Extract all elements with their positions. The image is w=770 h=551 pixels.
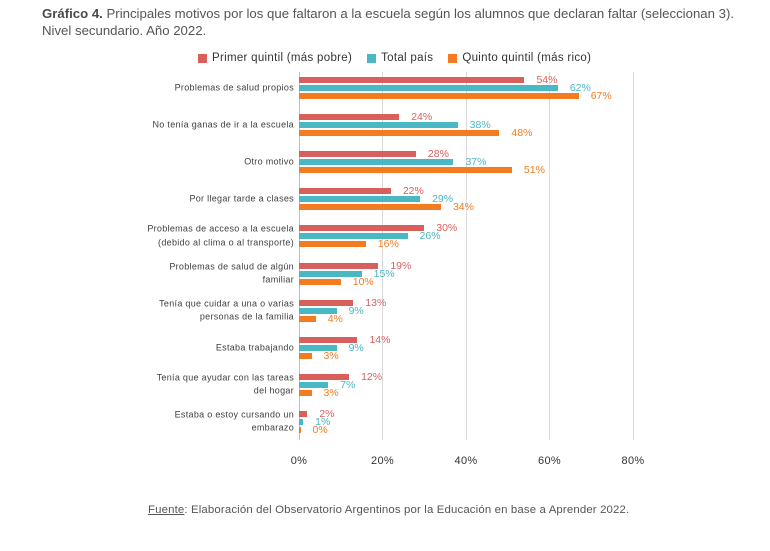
- data-label-quinto-quintil-mas-rico: 16%: [377, 238, 399, 251]
- bar-total-pais: [299, 196, 421, 203]
- data-label-primer-quintil-mas-pobre: 24%: [411, 111, 433, 124]
- data-label-quinto-quintil-mas-rico: 3%: [323, 349, 339, 362]
- data-label-primer-quintil-mas-pobre: 28%: [427, 148, 449, 161]
- data-label-quinto-quintil-mas-rico: 67%: [590, 90, 612, 102]
- data-label-quinto-quintil-mas-rico: 48%: [511, 127, 533, 140]
- x-tick-label: 80%: [621, 455, 645, 467]
- data-label-total-pais: 7%: [340, 378, 356, 391]
- bar-total-pais: [299, 307, 337, 314]
- bar-quinto-quintil-mas-rico: [299, 93, 579, 99]
- x-tick-label: 60%: [538, 455, 561, 467]
- gridline: [632, 72, 634, 440]
- bar-primer-quintil-mas-pobre: [299, 151, 416, 158]
- source-text: : Elaboración del Observatorio Argentino…: [184, 504, 630, 516]
- category-label: Por llegar tarde a clases: [189, 193, 294, 204]
- chart-title-label: Gráfico 4.: [42, 6, 103, 21]
- bar-quinto-quintil-mas-rico: [299, 278, 341, 285]
- bar-quinto-quintil-mas-rico: [299, 426, 301, 433]
- bar-total-pais: [299, 233, 408, 240]
- category-label: Tenía que ayudar con las tareas del hoga…: [156, 372, 294, 396]
- data-label-primer-quintil-mas-pobre: 30%: [436, 222, 458, 235]
- gridline: [382, 72, 383, 440]
- legend-swatch: [448, 53, 458, 63]
- category-label: Problemas de salud de algún familiar: [169, 261, 294, 285]
- data-label-total-pais: 29%: [432, 193, 454, 206]
- bar-total-pais: [299, 270, 362, 277]
- data-label-total-pais: 26%: [419, 230, 441, 243]
- legend-label: Total país: [381, 52, 434, 64]
- data-label-total-pais: 62%: [569, 82, 591, 94]
- bar-total-pais: [299, 418, 304, 425]
- bar-quinto-quintil-mas-rico: [299, 167, 512, 174]
- bar-primer-quintil-mas-pobre: [299, 299, 354, 306]
- bar-quinto-quintil-mas-rico: [299, 389, 312, 396]
- data-label-primer-quintil-mas-pobre: 14%: [369, 333, 391, 346]
- category-label: Otro motivo: [244, 156, 294, 167]
- bar-primer-quintil-mas-pobre: [299, 262, 379, 269]
- category-label: Problemas de salud propios: [174, 82, 294, 93]
- bar-total-pais: [299, 122, 458, 129]
- bar-total-pais: [299, 344, 337, 351]
- data-label-total-pais: 15%: [373, 267, 395, 280]
- data-label-quinto-quintil-mas-rico: 34%: [452, 201, 474, 214]
- data-label-primer-quintil-mas-pobre: 12%: [361, 370, 383, 383]
- legend-swatch: [367, 53, 377, 63]
- data-label-total-pais: 1%: [315, 415, 331, 428]
- x-axis-line: [298, 72, 300, 440]
- chart-title-text: Principales motivos por los que faltaron…: [42, 6, 735, 38]
- data-label-total-pais: 9%: [348, 341, 364, 354]
- legend-swatch: [198, 53, 207, 63]
- bar-quinto-quintil-mas-rico: [299, 204, 441, 211]
- data-label-primer-quintil-mas-pobre: 13%: [365, 296, 387, 309]
- category-label: Problemas de acceso a la escuela (debido…: [147, 223, 294, 248]
- x-tick-label: 0%: [290, 455, 308, 467]
- legend: Primer quintil (más pobre) Total país Qu…: [198, 51, 606, 65]
- data-label-primer-quintil-mas-pobre: 54%: [536, 74, 558, 86]
- category-label: Estaba trabajando: [215, 342, 294, 353]
- bar-primer-quintil-mas-pobre: [299, 410, 308, 417]
- data-label-quinto-quintil-mas-rico: 4%: [327, 312, 343, 325]
- chart-title: Gráfico 4. Principales motivos por los q…: [42, 5, 767, 39]
- source-note: Fuente: Elaboración del Observatorio Arg…: [148, 502, 629, 518]
- bar-primer-quintil-mas-pobre: [299, 77, 525, 83]
- category-label: Estaba o estoy cursando un embarazo: [174, 409, 294, 433]
- data-label-quinto-quintil-mas-rico: 51%: [523, 164, 545, 177]
- legend-label: Primer quintil (más pobre): [212, 52, 353, 64]
- data-label-quinto-quintil-mas-rico: 0%: [312, 423, 328, 436]
- bar-quinto-quintil-mas-rico: [299, 352, 312, 359]
- data-label-total-pais: 37%: [465, 156, 487, 169]
- bar-primer-quintil-mas-pobre: [299, 114, 400, 121]
- data-label-primer-quintil-mas-pobre: 19%: [390, 259, 412, 272]
- bar-primer-quintil-mas-pobre: [299, 225, 425, 232]
- bar-total-pais: [299, 159, 454, 166]
- bar-primer-quintil-mas-pobre: [299, 188, 391, 195]
- gridline: [549, 72, 550, 440]
- data-label-quinto-quintil-mas-rico: 3%: [323, 386, 339, 399]
- bar-total-pais: [299, 381, 329, 388]
- legend-item-primer-quintil: Primer quintil (más pobre): [198, 52, 352, 64]
- bar-primer-quintil-mas-pobre: [299, 373, 350, 380]
- category-label: Tenía que cuidar a una o varias personas…: [159, 298, 294, 322]
- bar-quinto-quintil-mas-rico: [299, 241, 366, 248]
- data-label-total-pais: 38%: [469, 119, 491, 132]
- data-label-primer-quintil-mas-pobre: 2%: [319, 407, 335, 420]
- gridline: [465, 72, 467, 440]
- legend-item-quinto-quintil: Quinto quintil (más rico): [448, 52, 591, 64]
- source-label: Fuente: [148, 504, 185, 516]
- legend-item-total-pais: Total país: [367, 52, 433, 64]
- bar-quinto-quintil-mas-rico: [299, 130, 500, 137]
- data-label-quinto-quintil-mas-rico: 10%: [352, 275, 374, 288]
- bar-primer-quintil-mas-pobre: [299, 336, 358, 343]
- category-label: No tenía ganas de ir a la escuela: [152, 119, 294, 130]
- bar-quinto-quintil-mas-rico: [299, 315, 316, 322]
- legend-label: Quinto quintil (más rico): [462, 52, 592, 64]
- data-label-total-pais: 9%: [348, 304, 364, 317]
- bar-total-pais: [299, 85, 558, 91]
- x-tick-label: 20%: [371, 455, 394, 467]
- data-label-primer-quintil-mas-pobre: 22%: [402, 185, 424, 198]
- x-tick-label: 40%: [454, 455, 478, 467]
